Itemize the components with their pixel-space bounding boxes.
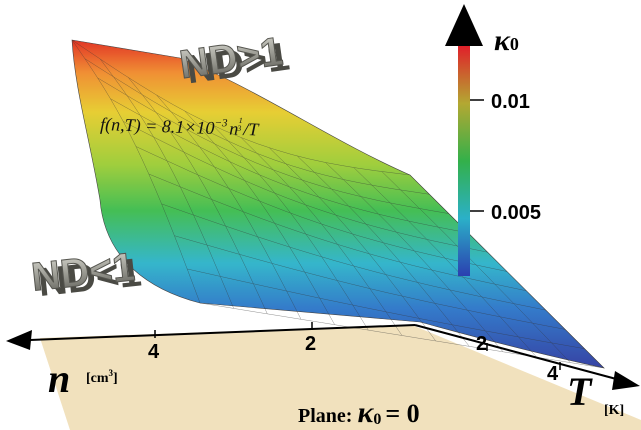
n-tick-label-4: 4 <box>148 341 160 363</box>
axes-group <box>6 4 640 390</box>
n-axis-line <box>29 324 416 341</box>
surface-grid-line-v <box>97 77 449 214</box>
n-tick-label-2: 2 <box>305 333 316 355</box>
formula-n-exp-den: 3 <box>236 124 241 133</box>
formula: f(n,T) = 8.1×10−3n13/T <box>100 111 261 141</box>
t-tick-label-4: 4 <box>547 363 559 385</box>
z-tick-label-001: 0.01 <box>491 91 530 113</box>
surface-grid-line-v <box>174 235 566 330</box>
formula-n-exp-num: 1 <box>238 116 242 125</box>
t-axis-unit: [K] <box>604 403 624 418</box>
surface-grid-line-v <box>84 58 430 195</box>
t-axis-title: T <box>567 369 593 414</box>
n-axis-unit-open: [cm <box>86 371 109 386</box>
surface-shape <box>71 39 605 369</box>
z-axis-arrowhead <box>445 4 483 46</box>
surface-grid-line-v <box>148 173 527 292</box>
n-axis-symbol: n <box>48 356 70 401</box>
surface-grid-line-v <box>187 268 585 349</box>
surface-grid-line-v <box>161 203 546 311</box>
plane-equation: = 0 <box>385 399 419 428</box>
plane-prefix: Plane: <box>298 405 352 427</box>
nd-gt-1-label: ND>1 ND>1 <box>176 29 292 93</box>
nd-lt-1-shadow: ND<1 <box>36 250 143 305</box>
zero-plane <box>40 325 641 430</box>
surface-group <box>71 39 605 369</box>
surface-grid-line-v <box>71 39 411 176</box>
surface-grid <box>71 39 605 369</box>
plane-subscript: 0 <box>373 411 381 428</box>
n-axis-title: n <box>48 356 70 401</box>
formula-exp: −3 <box>214 117 228 129</box>
n-axis-unit-close: ] <box>113 371 118 386</box>
formula-tail: /T <box>242 119 261 140</box>
surface-grid-line-v <box>123 121 488 253</box>
n-axis-unit-sup: 3 <box>109 368 114 378</box>
plane-symbol: κ <box>357 396 374 429</box>
z-tick-label-0005: 0.005 <box>491 202 541 224</box>
nd-lt-1-label: ND<1 ND<1 <box>29 245 144 305</box>
t-axis-line <box>414 324 621 381</box>
surface-grid-line-v <box>110 98 469 234</box>
z-axis-subscript: 0 <box>510 34 519 54</box>
plane-caption: Plane: κ0 = 0 <box>298 396 420 429</box>
z-axis-title: κ0 <box>494 24 519 57</box>
t-tick-label-2: 2 <box>476 333 487 355</box>
z-axis-symbol: κ <box>494 24 511 57</box>
t-axis-arrowhead <box>612 371 640 390</box>
colorbar <box>458 46 470 276</box>
n-axis-arrowhead <box>6 330 32 350</box>
n-axis-unit: [cm3] <box>86 368 118 386</box>
surface-grid-line-v <box>135 146 508 272</box>
formula-n: n <box>229 119 239 139</box>
